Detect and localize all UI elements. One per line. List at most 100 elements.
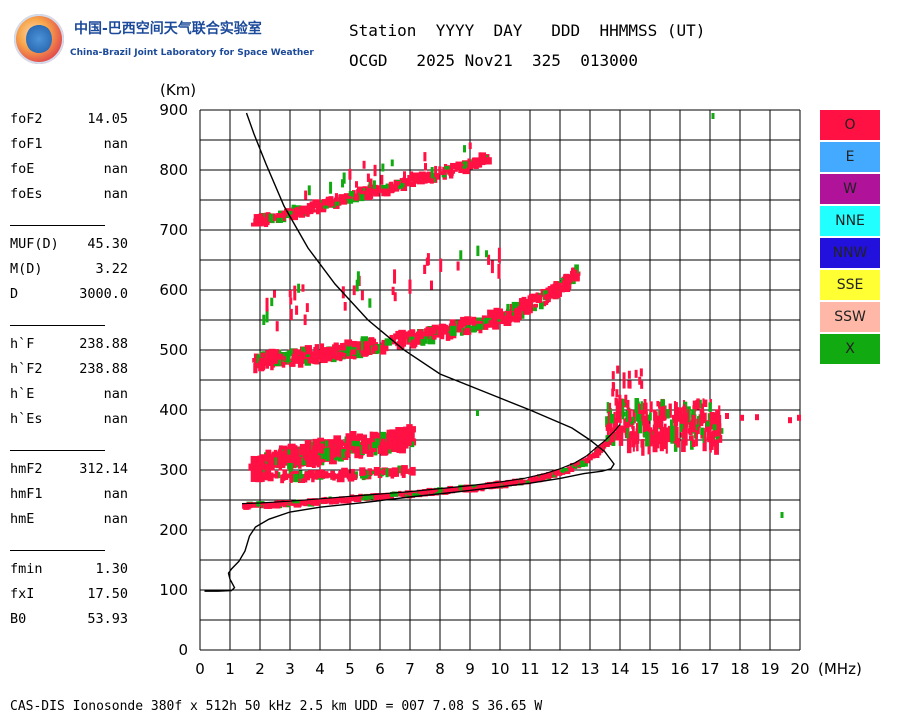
param-label: h`E bbox=[10, 386, 35, 402]
o-echo-third-hop bbox=[288, 210, 293, 215]
o-echo-scatter bbox=[484, 250, 488, 258]
o-echo-f-layer bbox=[496, 483, 502, 487]
o-echo-second-hop bbox=[339, 347, 344, 355]
param-value: 3.22 bbox=[95, 261, 128, 277]
o-echo-f2-spread bbox=[345, 438, 350, 452]
x-tick-label: 7 bbox=[405, 660, 415, 678]
o-echo-second-hop bbox=[492, 319, 497, 328]
o-echo-spread-f bbox=[691, 439, 696, 448]
o-echo-second-hop bbox=[527, 305, 533, 312]
o-echo-spread-f bbox=[641, 415, 646, 425]
y-tick-label: 300 bbox=[159, 461, 188, 479]
o-echo-spread-f bbox=[660, 399, 666, 408]
o-echo-second-hop bbox=[500, 311, 507, 322]
o-echo-spread-f bbox=[606, 402, 609, 414]
o-echo-second-hop bbox=[464, 327, 472, 335]
o-echo-f2-spread bbox=[397, 433, 404, 443]
o-echo-f-layer bbox=[469, 484, 477, 490]
o-echo-scatter bbox=[478, 152, 482, 160]
param-row: fxI 17.50 bbox=[10, 583, 130, 608]
o-echo-f2-spread bbox=[248, 463, 253, 471]
o-echo-third-hop bbox=[400, 183, 408, 192]
o-echo-scatter bbox=[366, 173, 370, 182]
o-echo-scatter bbox=[391, 286, 395, 296]
param-label: foF2 bbox=[10, 111, 43, 127]
o-echo-spread-f bbox=[607, 411, 611, 428]
o-echo-spread-f bbox=[634, 369, 638, 378]
o-echo-scatter bbox=[348, 168, 352, 180]
param-row: foEs nan bbox=[10, 183, 130, 208]
o-echo-f2-spread bbox=[375, 438, 380, 446]
o-echo-f-layer bbox=[288, 503, 296, 506]
y-tick-label: 500 bbox=[159, 341, 188, 359]
o-echo-f-layer bbox=[381, 495, 387, 499]
o-echo-f-layer bbox=[373, 496, 377, 501]
x-tick-label: 11 bbox=[520, 660, 539, 678]
o-echo-spread-f bbox=[670, 436, 674, 444]
param-row: hmE nan bbox=[10, 508, 130, 533]
o-echo-third-hop bbox=[289, 211, 293, 221]
o-echo-f-layer bbox=[447, 488, 451, 495]
o-echo-f2-spread bbox=[328, 450, 333, 464]
o-echo-second-hop bbox=[296, 355, 305, 364]
o-echo-spread-f bbox=[681, 439, 686, 453]
x-tick-label: 9 bbox=[465, 660, 475, 678]
o-echo-third-hop bbox=[358, 192, 365, 202]
param-label: MUF(D) bbox=[10, 236, 59, 252]
o-echo-second-hop bbox=[436, 332, 442, 338]
header-columns: Station YYYY DAY DDD HHMMSS (UT) bbox=[349, 21, 706, 40]
o-echo-third-hop bbox=[365, 186, 373, 193]
o-echo-second-hop bbox=[459, 321, 466, 326]
o-echo-f2-spread bbox=[311, 456, 316, 469]
o-echo-third-hop bbox=[475, 162, 480, 167]
o-echo-spread-f bbox=[635, 423, 639, 438]
o-echo-f-layer bbox=[437, 487, 443, 492]
y-tick-label: 900 bbox=[159, 101, 188, 119]
o-echo-spread-f bbox=[656, 432, 662, 445]
o-echo-scatter bbox=[288, 289, 292, 298]
y-tick-label: 100 bbox=[159, 581, 188, 599]
o-echo-second-hop bbox=[438, 324, 447, 329]
o-echo-second-hop bbox=[350, 349, 357, 355]
param-label: B0 bbox=[10, 611, 27, 627]
o-echo-f2-spread bbox=[264, 464, 272, 476]
o-echo-f2-secondary bbox=[258, 476, 264, 480]
o-echo-second-hop bbox=[519, 311, 525, 319]
o-echo-third-hop bbox=[361, 190, 370, 198]
o-echo-f2-spread bbox=[360, 434, 368, 445]
o-echo-f2-spread bbox=[335, 439, 344, 450]
o-echo-f2-secondary bbox=[280, 474, 285, 484]
o-echo-f-layer bbox=[562, 467, 569, 472]
param-value: nan bbox=[103, 186, 128, 202]
o-echo-f2-secondary bbox=[373, 466, 381, 476]
o-echo-second-hop bbox=[345, 344, 353, 353]
o-echo-f2-spread bbox=[294, 448, 300, 459]
o-echo-scatter bbox=[362, 160, 366, 169]
o-echo-spread-f bbox=[612, 383, 616, 392]
o-echo-second-hop bbox=[529, 304, 537, 312]
o-echo-spread-f bbox=[624, 394, 628, 403]
o-echo-spread-f bbox=[666, 409, 670, 419]
o-echo-second-hop bbox=[314, 355, 320, 365]
o-echo-f-layer bbox=[423, 489, 428, 493]
o-echo-f2-spread bbox=[399, 443, 403, 452]
param-value: 312.14 bbox=[79, 461, 128, 477]
o-echo-second-hop bbox=[425, 332, 430, 340]
param-row: foE nan bbox=[10, 158, 130, 183]
o-echo-scatter bbox=[423, 264, 427, 275]
o-echo-f2-spread bbox=[370, 431, 378, 440]
o-echo-spread-f bbox=[619, 410, 622, 424]
o-echo-second-hop bbox=[449, 325, 457, 336]
o-echo-spread-f bbox=[618, 394, 622, 403]
o-echo-second-hop bbox=[431, 332, 437, 340]
o-echo-f2-spread bbox=[303, 453, 309, 461]
o-echo-second-hop bbox=[291, 353, 299, 364]
param-label: foE bbox=[10, 161, 35, 177]
o-echo-f2-spread bbox=[311, 449, 317, 457]
o-echo-spread-f bbox=[687, 428, 692, 434]
o-echo-f2-spread bbox=[299, 443, 307, 456]
x-tick-label: 19 bbox=[760, 660, 779, 678]
o-echo-second-hop bbox=[342, 348, 348, 353]
o-echo-spread-f bbox=[661, 426, 666, 435]
